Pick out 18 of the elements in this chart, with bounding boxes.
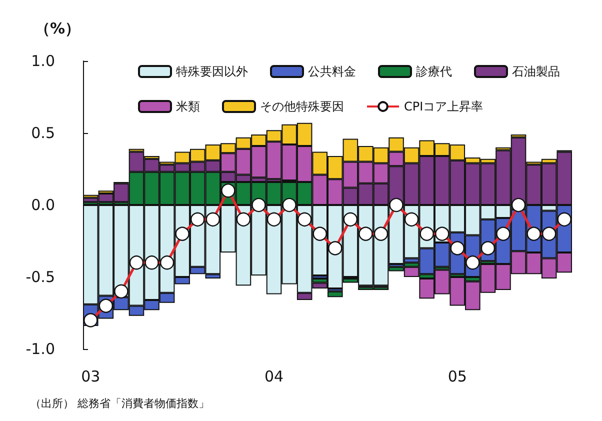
legend-label: 米類 bbox=[176, 100, 200, 114]
legend-label: CPIコア上昇率 bbox=[404, 100, 484, 114]
legend-label: その他特殊要因 bbox=[260, 100, 344, 114]
legend-label: 石油製品 bbox=[512, 64, 560, 78]
x-tick-label: 05 bbox=[448, 368, 467, 386]
legend-label: 診療代 bbox=[416, 64, 452, 78]
y-tick-label: -0.5 bbox=[26, 268, 55, 286]
text: （出所） 総務省「消費者物価指数」 bbox=[30, 397, 210, 410]
y-tick-label: -1.0 bbox=[26, 340, 55, 358]
legend-label: 特殊要因以外 bbox=[176, 64, 248, 78]
y-tick-label: 0.0 bbox=[31, 196, 55, 214]
y-tick-label: 1.0 bbox=[31, 52, 55, 70]
x-tick-label: 04 bbox=[264, 368, 284, 386]
legend-label: 公共料金 bbox=[308, 64, 356, 78]
y-axis-title: （%） bbox=[35, 20, 80, 38]
bar bbox=[328, 291, 343, 298]
y-tick-label: 0.5 bbox=[31, 124, 55, 142]
x-tick-label: 03 bbox=[81, 368, 100, 386]
